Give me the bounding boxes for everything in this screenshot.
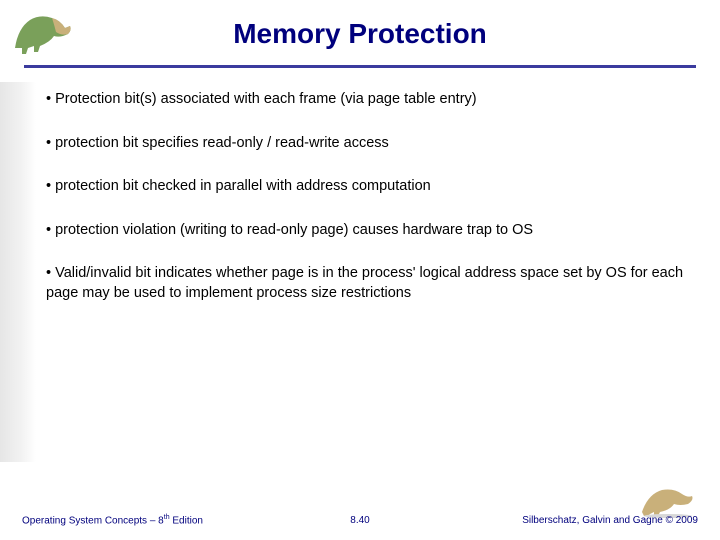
footer-copyright: Silberschatz, Galvin and Gagne © 2009 xyxy=(522,515,698,526)
bullet-item: • protection bit checked in parallel wit… xyxy=(46,177,696,197)
dinosaur-top-icon xyxy=(10,8,82,56)
slide-title: Memory Protection xyxy=(0,0,720,50)
bullet-item: • Valid/invalid bit indicates whether pa… xyxy=(46,264,696,303)
content-area: • Protection bit(s) associated with each… xyxy=(46,90,696,327)
footer-page-number: 8.40 xyxy=(350,515,369,526)
bullet-item: • protection bit specifies read-only / r… xyxy=(46,134,696,154)
header: Memory Protection xyxy=(0,0,720,68)
footer-left-text: Operating System Concepts – 8th Edition xyxy=(22,514,203,526)
footer-left-prefix: Operating System Concepts – 8 xyxy=(22,515,164,526)
slide: Memory Protection • Protection bit(s) as… xyxy=(0,0,720,540)
title-underline xyxy=(24,65,696,68)
footer: Operating System Concepts – 8th Edition … xyxy=(0,500,720,530)
footer-left-suffix: Edition xyxy=(170,515,203,526)
bullet-item: • Protection bit(s) associated with each… xyxy=(46,90,696,110)
left-gradient-bar xyxy=(0,82,36,462)
bullet-item: • protection violation (writing to read-… xyxy=(46,221,696,241)
